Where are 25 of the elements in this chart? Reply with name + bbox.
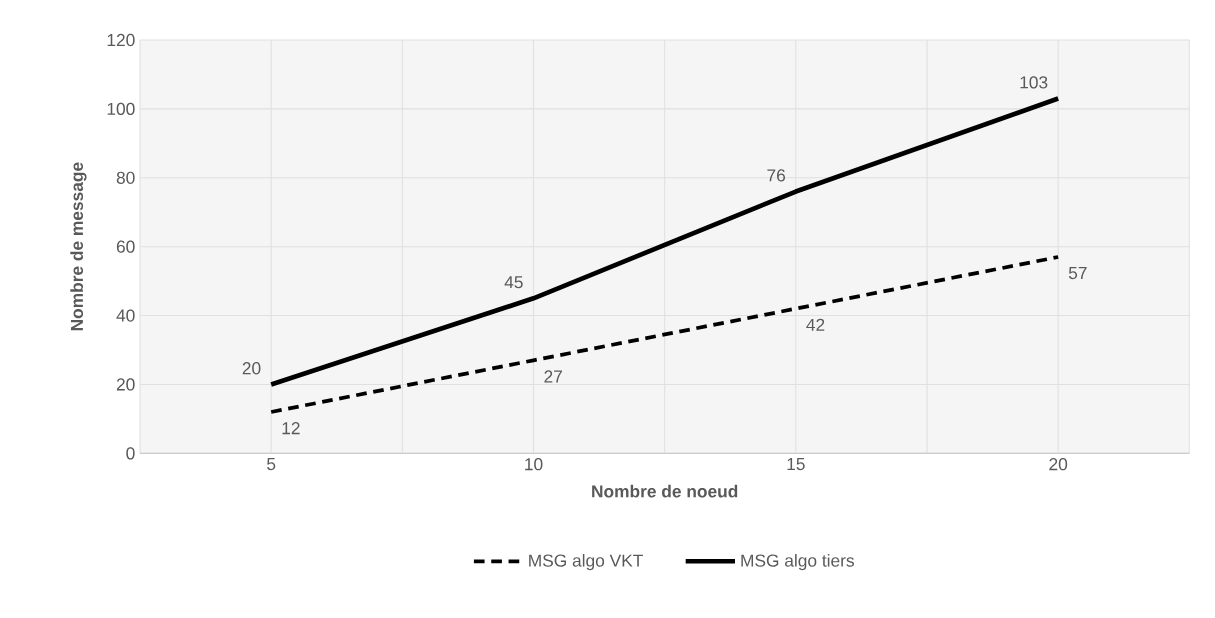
- y-tick-label: 20: [116, 378, 135, 391]
- data-label: 20: [242, 362, 261, 375]
- y-tick-label: 0: [126, 447, 135, 460]
- y-tick-label: 40: [116, 309, 135, 322]
- y-tick-label: 100: [107, 102, 135, 116]
- line-series: [268, 96, 1061, 387]
- x-tick-label: 15: [787, 458, 805, 471]
- y-tick-label: 80: [116, 171, 135, 184]
- y-tick-label: 120: [107, 33, 135, 47]
- data-label: 42: [806, 318, 825, 331]
- y-tick-label: 60: [116, 240, 135, 253]
- legend-label: MSG algo VKT: [529, 553, 643, 571]
- data-label: 57: [1068, 267, 1087, 280]
- y-axis-title: Nombre de message: [70, 162, 87, 331]
- data-label: 45: [504, 276, 523, 289]
- data-label: 103: [1020, 76, 1048, 89]
- x-axis-title: Nombre de noeud: [592, 484, 738, 498]
- x-tick-label: 10: [525, 458, 543, 471]
- data-label: 76: [767, 169, 786, 182]
- data-label: 12: [282, 422, 300, 435]
- legend-label: MSG algo tiers: [741, 553, 854, 571]
- x-tick-label: 5: [267, 458, 276, 471]
- data-label: 27: [544, 370, 562, 383]
- line-series: [269, 255, 1061, 414]
- x-tick-label: 20: [1049, 458, 1068, 471]
